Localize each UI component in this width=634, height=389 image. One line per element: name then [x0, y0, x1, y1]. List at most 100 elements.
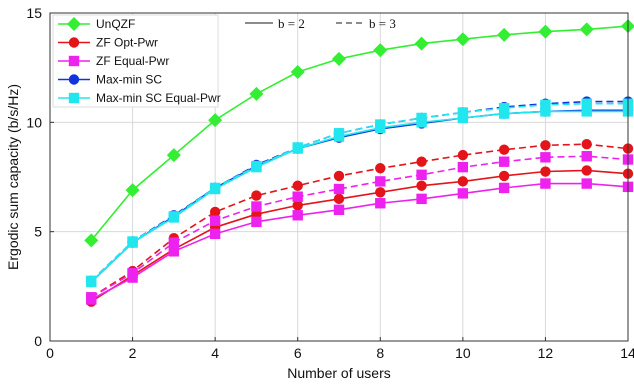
data-point-square	[457, 161, 469, 173]
series-line	[90, 25, 629, 241]
data-point-square	[540, 99, 551, 111]
data-point-circle	[68, 37, 80, 48]
data-point-square	[292, 191, 303, 202]
legend-entry: Max-min SC Equal-Pwr	[58, 91, 221, 105]
data-point-circle	[416, 180, 427, 191]
y-tick-label: 5	[34, 224, 42, 240]
line-style-legend: b = 2 b = 3	[245, 16, 396, 31]
data-point-square	[581, 151, 592, 162]
plot-frame	[49, 12, 629, 342]
data-point-square	[86, 292, 97, 303]
data-point-circle	[498, 170, 510, 182]
series-zf-opt-pwr-b-3	[86, 139, 634, 303]
data-point-square	[209, 228, 221, 240]
x-tick-label: 2	[129, 345, 137, 361]
data-point-circle	[375, 187, 386, 198]
data-point-diamond	[620, 19, 634, 34]
legend-label: UnQZF	[96, 17, 135, 31]
data-point-square	[581, 178, 592, 189]
legend-entry: Max-min SC	[58, 73, 162, 87]
data-point-diamond	[373, 43, 388, 58]
data-point-square	[86, 275, 97, 287]
data-point-circle	[498, 144, 510, 155]
data-point-circle	[540, 140, 551, 151]
data-point-square	[68, 55, 80, 67]
data-point-square	[457, 188, 469, 199]
data-point-diamond	[166, 148, 181, 163]
data-point-square	[540, 106, 551, 117]
data-point-diamond	[290, 65, 305, 80]
data-point-circle	[581, 139, 592, 150]
x-axis-title: Number of users	[287, 365, 390, 381]
data-point-square	[333, 204, 345, 215]
x-tick-label: 12	[538, 345, 554, 361]
data-point-circle	[416, 156, 427, 167]
y-tick-label: 15	[26, 5, 42, 21]
data-point-circle	[251, 190, 262, 201]
data-point-circle	[457, 176, 469, 187]
series-line	[90, 110, 628, 283]
data-point-square	[375, 119, 386, 130]
data-point-square	[581, 98, 592, 109]
data-point-square	[209, 215, 221, 226]
data-point-square	[498, 156, 510, 167]
data-point-square	[333, 183, 345, 195]
data-point-square	[251, 160, 262, 172]
series-line	[90, 155, 629, 298]
series-zf-equal-pwr-b-3	[86, 151, 634, 303]
data-point-square	[168, 211, 180, 222]
data-point-square	[581, 106, 592, 117]
data-point-circle	[375, 163, 386, 174]
data-point-square	[498, 102, 510, 114]
x-tick-label: 0	[46, 345, 54, 361]
legend-label: ZF Equal-Pwr	[96, 54, 169, 68]
data-point-square	[540, 152, 551, 163]
data-point-circle	[457, 149, 469, 161]
data-point-square	[333, 128, 345, 139]
data-point-square	[251, 216, 262, 228]
data-point-square	[292, 142, 303, 153]
data-point-diamond	[125, 183, 140, 198]
data-point-diamond	[497, 27, 512, 42]
data-point-diamond	[455, 32, 470, 47]
data-point-square	[457, 112, 469, 124]
x-tick-label: 4	[211, 345, 219, 361]
legend-label: Max-min SC	[96, 73, 162, 87]
series-line	[90, 169, 629, 303]
data-point-circle	[333, 170, 345, 182]
data-point-square	[168, 246, 180, 257]
y-tick-label: 0	[34, 333, 42, 349]
data-point-square	[292, 210, 303, 221]
data-point-square	[457, 107, 469, 118]
series-line	[90, 182, 629, 301]
data-point-square	[498, 108, 510, 119]
data-point-square	[251, 201, 262, 212]
data-point-square	[168, 237, 180, 248]
data-point-circle	[68, 74, 80, 85]
legend-entry: ZF Opt-Pwr	[58, 36, 158, 50]
data-point-square	[540, 178, 551, 189]
legend-label: ZF Opt-Pwr	[96, 36, 158, 50]
data-point-square	[416, 169, 427, 181]
series-max-min-sc-equal-pwr-b-3	[86, 98, 634, 287]
data-point-diamond	[579, 22, 594, 37]
series-layer	[84, 19, 634, 307]
y-axis-title: Ergodic sum capacity (b/s/Hz)	[5, 84, 21, 270]
solid-style-label: b = 2	[278, 16, 305, 31]
series-zf-equal-pwr	[86, 178, 634, 305]
data-point-diamond	[414, 36, 429, 51]
data-point-circle	[540, 166, 551, 177]
data-point-circle	[292, 200, 303, 211]
data-point-square	[416, 112, 427, 124]
data-point-diamond	[331, 51, 347, 66]
dashed-style-label: b = 3	[369, 16, 396, 31]
data-point-diamond	[538, 24, 553, 39]
data-point-square	[127, 236, 138, 247]
data-point-diamond	[249, 86, 264, 101]
series-unqzf	[84, 19, 634, 248]
data-point-diamond	[84, 233, 99, 248]
series-line	[90, 102, 628, 282]
tick-labels: 0 2 4 6 8 10 12 14 0 5 10 15	[26, 5, 634, 361]
data-point-square	[498, 182, 510, 194]
